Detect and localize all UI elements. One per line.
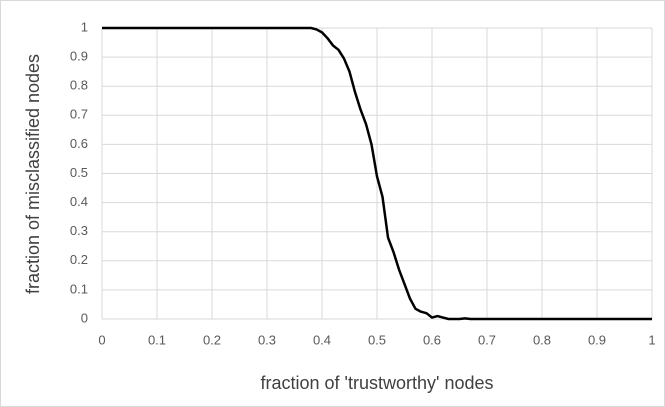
- x-axis-title: fraction of 'trustworthy' nodes: [261, 373, 494, 393]
- y-tick-label: 0.2: [70, 252, 88, 267]
- y-axis-title: fraction of misclassified nodes: [23, 54, 43, 294]
- y-tick-label: 0.8: [70, 78, 88, 93]
- x-tick-label: 0.6: [423, 332, 441, 347]
- y-tick-label: 0.7: [70, 107, 88, 122]
- x-tick-label: 0.8: [533, 332, 551, 347]
- x-tick-label: 0.2: [203, 332, 221, 347]
- x-tick-label: 0.4: [313, 332, 331, 347]
- x-tick-label: 1: [648, 332, 655, 347]
- y-tick-label: 0.1: [70, 281, 88, 296]
- y-tick-label: 0.4: [70, 194, 88, 209]
- x-tick-label: 0.3: [258, 332, 276, 347]
- y-tick-label: 0.9: [70, 49, 88, 64]
- x-tick-label: 0.1: [148, 332, 166, 347]
- x-tick-label: 0.7: [478, 332, 496, 347]
- x-tick-label: 0.5: [368, 332, 386, 347]
- y-tick-label: 0.5: [70, 165, 88, 180]
- x-tick-label: 0.9: [588, 332, 606, 347]
- y-tick-label: 0.3: [70, 223, 88, 238]
- data-line: [102, 26, 652, 321]
- y-tick-label: 0.6: [70, 136, 88, 151]
- y-tick-label: 1: [81, 19, 88, 34]
- y-tick-label: 0: [81, 310, 88, 325]
- x-tick-label: 0: [98, 332, 105, 347]
